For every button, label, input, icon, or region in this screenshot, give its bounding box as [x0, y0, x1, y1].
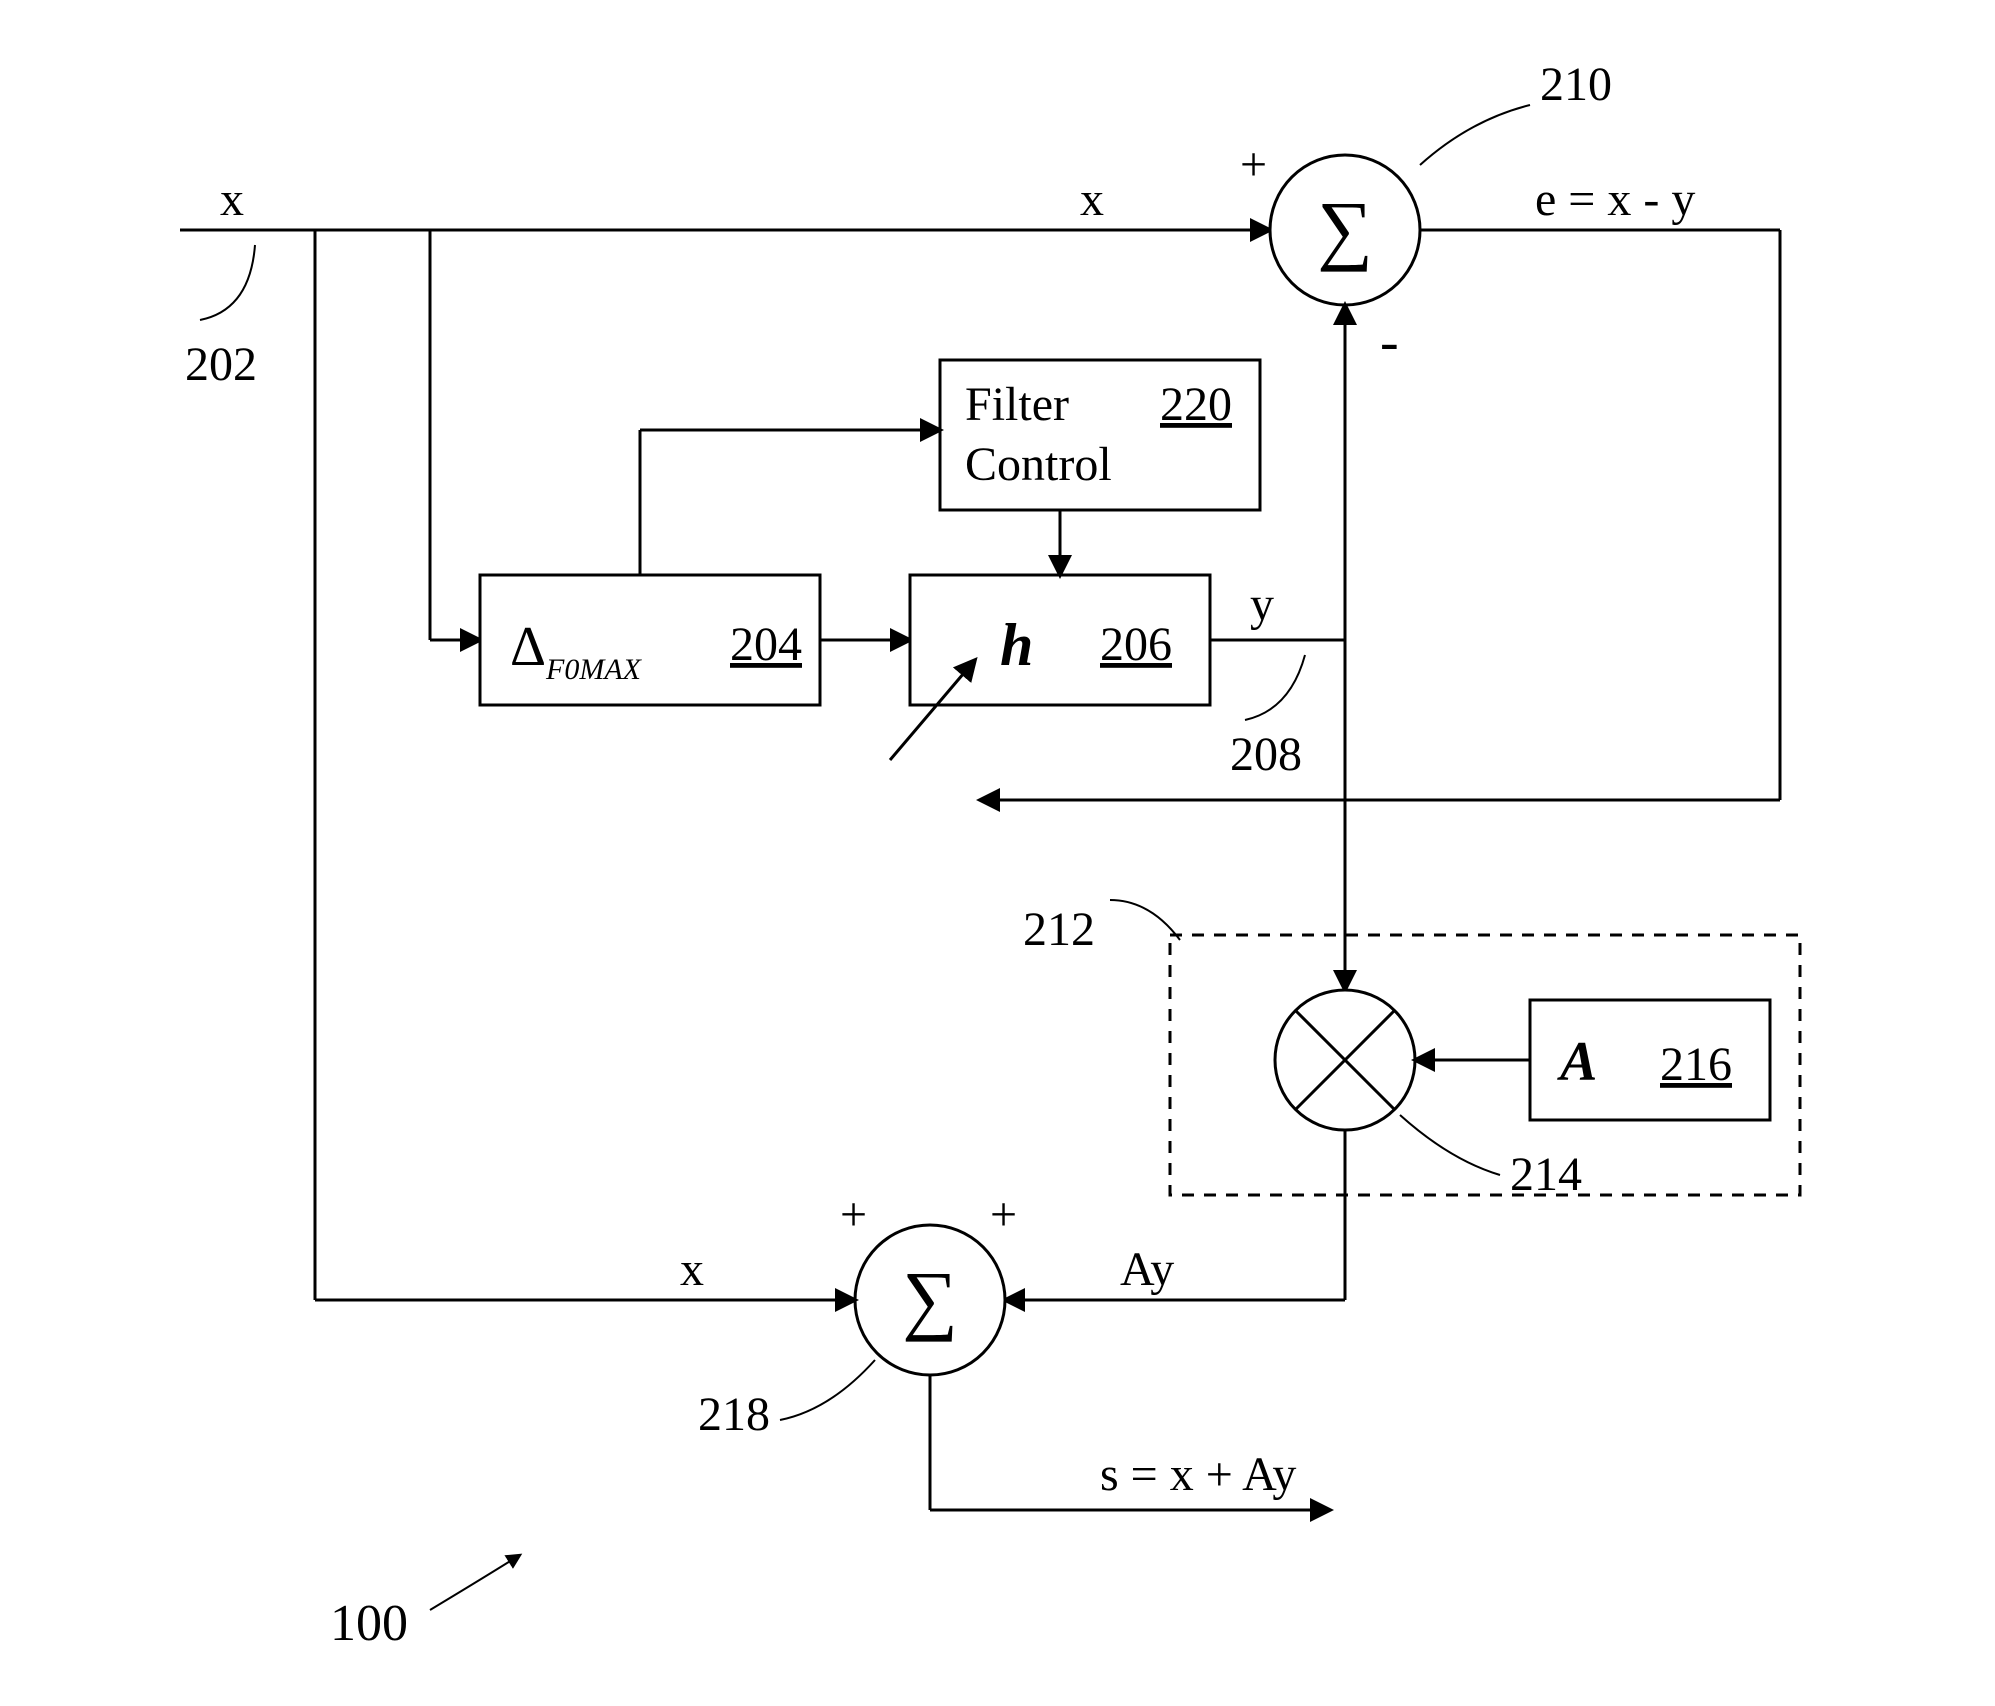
block-diagram: x x 202 ∑ + - 210 e = x - y ΔF0MAX 204 h…	[0, 0, 1995, 1706]
label-x-bottom: x	[680, 1243, 704, 1296]
ref-208: 208	[1230, 728, 1302, 781]
leader-100	[430, 1555, 520, 1610]
block-gain-label: A	[1557, 1031, 1597, 1093]
ref-214: 214	[1510, 1148, 1582, 1201]
block-h-label: h	[1000, 612, 1033, 678]
label-Ay: Ay	[1120, 1243, 1174, 1296]
leader-202	[200, 245, 255, 320]
sum-bot-plus2: +	[990, 1188, 1017, 1241]
label-error: e = x - y	[1535, 173, 1695, 226]
leader-212	[1110, 900, 1180, 940]
label-output: s = x + Ay	[1100, 1448, 1296, 1501]
block-filter-control-ref: 220	[1160, 378, 1232, 431]
sum-bot-plus1: +	[840, 1188, 867, 1241]
block-delay-ref: 204	[730, 618, 802, 671]
block-filter-control-line1: Filter	[965, 378, 1069, 431]
ref-212: 212	[1023, 903, 1095, 956]
leader-210	[1420, 105, 1530, 165]
leader-218	[780, 1360, 875, 1420]
block-h-ref: 206	[1100, 618, 1172, 671]
sum-bottom-sigma: ∑	[902, 1255, 958, 1342]
label-x-mid: x	[1080, 173, 1104, 226]
sum-top-minus: -	[1380, 311, 1399, 373]
ref-100: 100	[330, 1595, 408, 1652]
block-delay-sub: F0MAX	[545, 653, 643, 686]
ref-210: 210	[1540, 58, 1612, 111]
sum-top-sigma: ∑	[1317, 185, 1373, 272]
leader-214	[1400, 1115, 1500, 1175]
ref-218: 218	[698, 1388, 770, 1441]
leader-208	[1245, 655, 1305, 720]
block-filter-control-line2: Control	[965, 438, 1112, 491]
label-y: y	[1250, 578, 1274, 631]
block-gain-ref: 216	[1660, 1038, 1732, 1091]
ref-202: 202	[185, 338, 257, 391]
sum-top-plus: +	[1240, 138, 1267, 191]
label-x-input: x	[220, 173, 244, 226]
